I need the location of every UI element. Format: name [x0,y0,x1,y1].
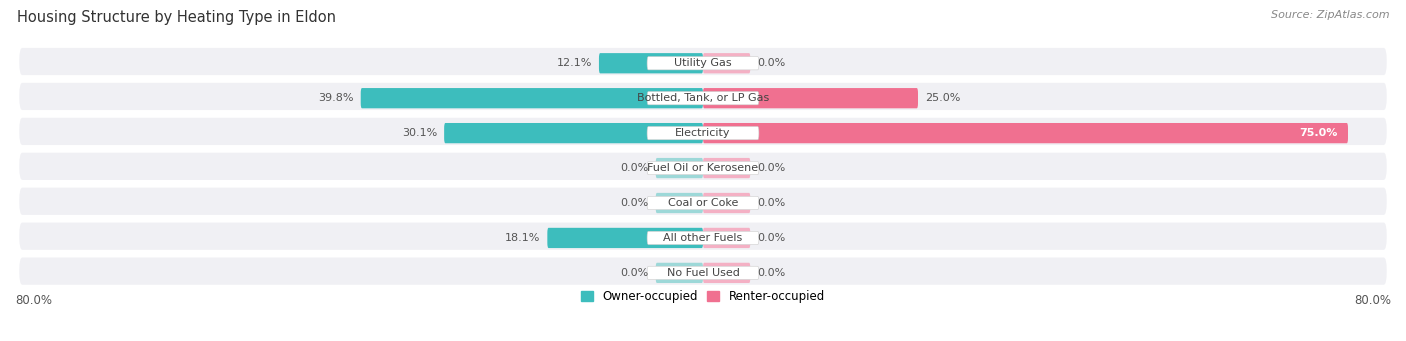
Text: No Fuel Used: No Fuel Used [666,268,740,278]
Text: All other Fuels: All other Fuels [664,233,742,243]
Text: 12.1%: 12.1% [557,58,592,68]
FancyBboxPatch shape [703,263,751,283]
Text: 25.0%: 25.0% [925,93,960,103]
Text: Utility Gas: Utility Gas [675,58,731,68]
Text: 0.0%: 0.0% [758,233,786,243]
FancyBboxPatch shape [20,118,1386,145]
Legend: Owner-occupied, Renter-occupied: Owner-occupied, Renter-occupied [576,286,830,308]
Text: 75.0%: 75.0% [1299,128,1337,138]
Text: 39.8%: 39.8% [318,93,354,103]
FancyBboxPatch shape [20,153,1386,180]
FancyBboxPatch shape [655,158,703,178]
FancyBboxPatch shape [647,266,759,280]
Text: 80.0%: 80.0% [15,294,52,307]
Text: 0.0%: 0.0% [758,163,786,173]
Text: 0.0%: 0.0% [620,163,648,173]
Text: 80.0%: 80.0% [1354,294,1391,307]
FancyBboxPatch shape [703,193,751,213]
FancyBboxPatch shape [647,161,759,175]
Text: Fuel Oil or Kerosene: Fuel Oil or Kerosene [647,163,759,173]
FancyBboxPatch shape [703,123,1348,143]
FancyBboxPatch shape [647,127,759,140]
Text: Housing Structure by Heating Type in Eldon: Housing Structure by Heating Type in Eld… [17,10,336,25]
FancyBboxPatch shape [20,257,1386,285]
FancyBboxPatch shape [20,188,1386,215]
FancyBboxPatch shape [655,263,703,283]
Text: Bottled, Tank, or LP Gas: Bottled, Tank, or LP Gas [637,93,769,103]
Text: 30.1%: 30.1% [402,128,437,138]
FancyBboxPatch shape [444,123,703,143]
FancyBboxPatch shape [20,223,1386,250]
Text: Source: ZipAtlas.com: Source: ZipAtlas.com [1271,10,1389,20]
Text: Coal or Coke: Coal or Coke [668,198,738,208]
Text: 0.0%: 0.0% [620,198,648,208]
FancyBboxPatch shape [647,196,759,210]
FancyBboxPatch shape [703,158,751,178]
FancyBboxPatch shape [647,91,759,105]
Text: 0.0%: 0.0% [758,58,786,68]
FancyBboxPatch shape [20,83,1386,110]
FancyBboxPatch shape [703,53,751,73]
FancyBboxPatch shape [703,88,918,108]
Text: 0.0%: 0.0% [758,268,786,278]
FancyBboxPatch shape [655,193,703,213]
Text: Electricity: Electricity [675,128,731,138]
FancyBboxPatch shape [703,228,751,248]
FancyBboxPatch shape [547,228,703,248]
FancyBboxPatch shape [20,48,1386,75]
FancyBboxPatch shape [647,231,759,244]
Text: 18.1%: 18.1% [505,233,540,243]
FancyBboxPatch shape [647,57,759,70]
FancyBboxPatch shape [361,88,703,108]
Text: 0.0%: 0.0% [758,198,786,208]
Text: 0.0%: 0.0% [620,268,648,278]
FancyBboxPatch shape [599,53,703,73]
